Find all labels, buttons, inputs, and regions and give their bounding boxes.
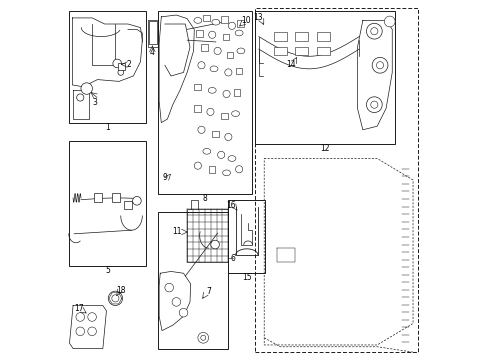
- Circle shape: [112, 295, 119, 302]
- Circle shape: [88, 327, 96, 336]
- Circle shape: [198, 62, 204, 69]
- Bar: [194, 84, 201, 90]
- Bar: [196, 30, 202, 37]
- Circle shape: [366, 97, 382, 113]
- Circle shape: [228, 22, 235, 30]
- Bar: [221, 17, 227, 23]
- Bar: [233, 89, 240, 96]
- Bar: [149, 22, 156, 44]
- Circle shape: [194, 162, 201, 169]
- Bar: [118, 63, 125, 69]
- Text: 13: 13: [253, 13, 263, 22]
- Text: 17: 17: [74, 304, 83, 313]
- Circle shape: [198, 126, 204, 134]
- Ellipse shape: [203, 148, 210, 154]
- Circle shape: [376, 62, 383, 69]
- Text: 18: 18: [116, 286, 125, 295]
- Ellipse shape: [235, 30, 243, 36]
- Text: 12: 12: [320, 144, 329, 153]
- Bar: [223, 34, 229, 40]
- Text: 11: 11: [172, 228, 182, 237]
- Text: 2: 2: [126, 60, 131, 69]
- Circle shape: [198, 332, 208, 343]
- Bar: [158, 212, 228, 348]
- Circle shape: [366, 23, 382, 39]
- Circle shape: [217, 151, 224, 158]
- Text: 16: 16: [225, 201, 235, 210]
- Circle shape: [201, 335, 205, 340]
- Circle shape: [384, 16, 394, 27]
- Circle shape: [76, 327, 84, 336]
- Circle shape: [164, 283, 173, 292]
- Circle shape: [208, 31, 215, 39]
- Circle shape: [206, 108, 214, 116]
- Text: 14: 14: [285, 60, 295, 69]
- Ellipse shape: [194, 18, 202, 23]
- Bar: [255, 12, 394, 144]
- Text: 8: 8: [202, 194, 206, 203]
- Text: 5: 5: [105, 266, 110, 275]
- Circle shape: [108, 291, 122, 306]
- Bar: [316, 46, 329, 55]
- Bar: [203, 15, 209, 22]
- Ellipse shape: [237, 48, 244, 54]
- Bar: [226, 51, 233, 58]
- Bar: [124, 201, 132, 210]
- Circle shape: [77, 94, 83, 101]
- Bar: [69, 140, 145, 266]
- Circle shape: [235, 166, 242, 173]
- Bar: [187, 209, 228, 262]
- Text: 1: 1: [105, 123, 110, 132]
- Bar: [212, 131, 218, 137]
- Text: 6: 6: [230, 254, 235, 263]
- Circle shape: [113, 59, 121, 68]
- Circle shape: [370, 101, 377, 108]
- Text: 3: 3: [92, 98, 97, 107]
- Bar: [221, 113, 227, 119]
- Ellipse shape: [208, 87, 216, 93]
- Bar: [235, 68, 242, 74]
- Bar: [69, 12, 145, 123]
- Bar: [194, 105, 201, 112]
- Text: 15: 15: [242, 273, 251, 282]
- Bar: [316, 32, 329, 41]
- Bar: [228, 200, 265, 273]
- Text: 9: 9: [162, 173, 167, 182]
- Circle shape: [224, 134, 231, 140]
- Bar: [295, 32, 308, 41]
- Ellipse shape: [211, 19, 219, 25]
- Circle shape: [224, 69, 231, 76]
- Bar: [273, 32, 286, 41]
- Bar: [201, 44, 207, 51]
- Bar: [237, 20, 244, 27]
- Text: 10: 10: [241, 16, 251, 25]
- Bar: [255, 8, 418, 352]
- Circle shape: [371, 57, 387, 73]
- Circle shape: [214, 47, 221, 54]
- Circle shape: [210, 240, 219, 249]
- Ellipse shape: [210, 66, 218, 72]
- Circle shape: [76, 313, 84, 321]
- Bar: [94, 193, 102, 202]
- Text: 7: 7: [206, 287, 211, 296]
- Circle shape: [179, 309, 187, 317]
- Circle shape: [172, 298, 180, 306]
- Circle shape: [370, 28, 377, 35]
- Circle shape: [88, 313, 96, 321]
- Circle shape: [118, 69, 123, 75]
- Bar: [295, 46, 308, 55]
- Bar: [208, 166, 215, 173]
- Ellipse shape: [227, 156, 235, 161]
- Bar: [273, 46, 286, 55]
- Bar: [158, 12, 251, 194]
- Circle shape: [81, 83, 92, 94]
- Text: 4: 4: [150, 48, 155, 57]
- Bar: [112, 193, 120, 202]
- Ellipse shape: [231, 111, 239, 117]
- Circle shape: [223, 90, 230, 98]
- Ellipse shape: [222, 170, 230, 176]
- Circle shape: [132, 197, 141, 205]
